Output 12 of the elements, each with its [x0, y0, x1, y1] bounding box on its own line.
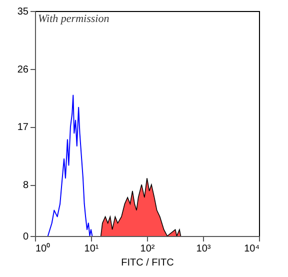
y-tick-label: 8 — [22, 180, 29, 192]
y-tick-label: 26 — [17, 64, 29, 76]
y-tick-label: 35 — [17, 6, 29, 18]
y-tick-label: 17 — [17, 122, 29, 134]
x-tick-label: 10² — [140, 244, 156, 254]
annotation: With permission — [38, 13, 110, 25]
x-axis-title: FITC / FITC — [121, 258, 174, 268]
x-tick-label: 10³ — [196, 244, 212, 254]
x-tick-label: 10¹ — [84, 244, 100, 254]
x-tick-label: 10⁴ — [244, 244, 260, 254]
x-tick-label: 10⁰ — [36, 242, 51, 254]
y-tick-label: 0 — [22, 232, 29, 242]
